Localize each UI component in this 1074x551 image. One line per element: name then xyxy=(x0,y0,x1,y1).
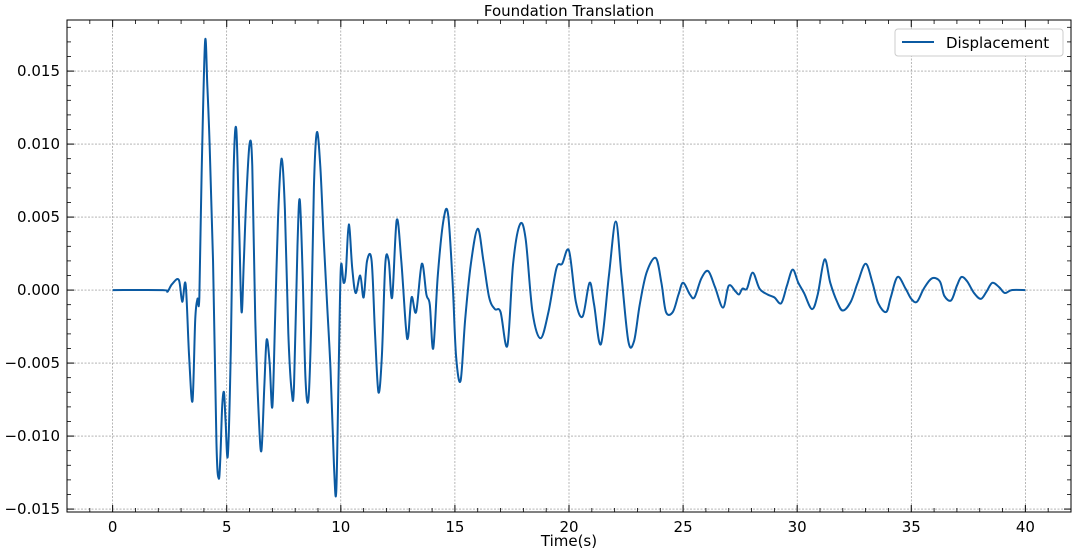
y-tick-label: 0.015 xyxy=(17,62,60,80)
x-tick-label: 5 xyxy=(222,518,232,536)
legend-label-displacement: Displacement xyxy=(946,34,1049,52)
x-tick-label: 15 xyxy=(445,518,464,536)
x-tick-label: 35 xyxy=(902,518,921,536)
y-tick-label: −0.015 xyxy=(4,500,60,518)
x-tick-label: 10 xyxy=(331,518,350,536)
x-tick-label: 25 xyxy=(674,518,693,536)
ticks xyxy=(66,20,1072,512)
y-tick-label: 0.000 xyxy=(17,281,60,299)
legend: Displacement xyxy=(894,28,1064,57)
chart-title: Foundation Translation xyxy=(484,2,654,20)
x-tick-label: 20 xyxy=(559,518,578,536)
y-tick-label: −0.010 xyxy=(4,427,60,445)
legend-box xyxy=(894,28,1064,57)
series-layer xyxy=(112,37,1026,498)
x-tick-label: 40 xyxy=(1016,518,1035,536)
tick-labels: 0 5 10 15 20 25 30 35 40 −0.015 −0.010 −0.005 0.000 0… xyxy=(4,62,1034,536)
series-line-displacement xyxy=(112,37,1026,498)
grid xyxy=(67,20,1071,512)
x-tick-label: 30 xyxy=(788,518,807,536)
x-tick-label: 0 xyxy=(108,518,118,536)
x-axis-title: Time(s) xyxy=(540,532,597,550)
y-tick-label: 0.010 xyxy=(17,135,60,153)
y-tick-label: −0.005 xyxy=(4,354,60,372)
y-tick-label: 0.005 xyxy=(17,208,60,226)
